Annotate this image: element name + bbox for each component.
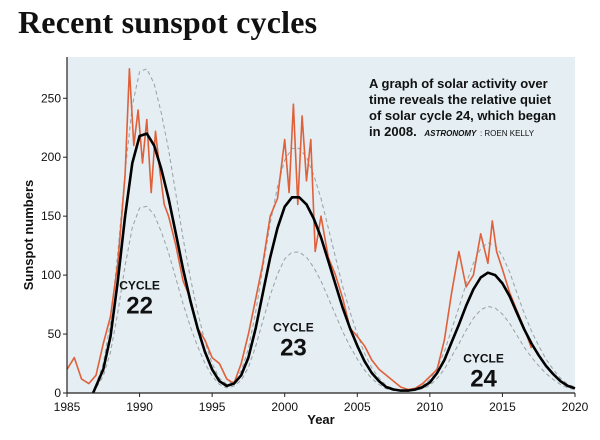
caption-line-1: A graph of solar activity over: [369, 76, 548, 91]
y-tick-label: 200: [41, 150, 61, 164]
caption-last-line: in 2008.: [369, 124, 417, 139]
y-tick-label: 50: [48, 327, 62, 341]
fit-series-layer: [91, 132, 576, 394]
observed-series-layer: [66, 68, 533, 391]
caption-line-4: in 2008. ASTRONOMY : ROEN KELLY: [369, 124, 535, 139]
caption-credit-artist: : ROEN KELLY: [480, 129, 535, 138]
cycle-label-number: 22: [126, 292, 153, 319]
cycle-label-number: 24: [470, 365, 497, 392]
y-tick-label: 0: [54, 386, 61, 400]
x-tick-label: 2005: [344, 400, 371, 414]
axes-layer: 1985 1990 1995 2000 2005 2010 2015 2020 0 50 100 15…: [41, 57, 589, 414]
caption-line-3: of solar cycle 24, which began: [369, 108, 556, 123]
y-tick-label: 100: [41, 268, 61, 282]
caption-line-2: time reveals the relative quiet: [369, 92, 552, 107]
x-tick-label: 2000: [271, 400, 298, 414]
page-title: Recent sunspot cycles: [18, 4, 318, 40]
plot-area-background: [67, 57, 575, 393]
caption-credit-publication: ASTRONOMY: [423, 129, 477, 138]
cycle-label-word: CYCLE: [273, 321, 314, 335]
x-tick-label: 2020: [562, 400, 589, 414]
y-axis-label: Sunspot numbers: [21, 180, 36, 291]
cycle-label-word: CYCLE: [463, 351, 504, 365]
observed-sunspot-line: [66, 68, 533, 391]
cycle-label-word: CYCLE: [119, 278, 160, 292]
x-tick-label: 1995: [199, 400, 226, 414]
y-tick-label: 150: [41, 209, 61, 223]
cycle-label-number: 23: [280, 335, 307, 362]
x-tick-label: 1985: [54, 400, 81, 414]
x-tick-label: 2010: [417, 400, 444, 414]
smoothed-cycle-fit-line: [91, 132, 576, 394]
fit-lower-envelope: [92, 205, 576, 394]
x-tick-label: 1990: [126, 400, 153, 414]
caption: A graph of solar activity over time reve…: [369, 76, 556, 139]
x-axis-label: Year: [307, 412, 334, 427]
y-tick-label: 250: [41, 91, 61, 105]
x-tick-label: 2015: [489, 400, 516, 414]
